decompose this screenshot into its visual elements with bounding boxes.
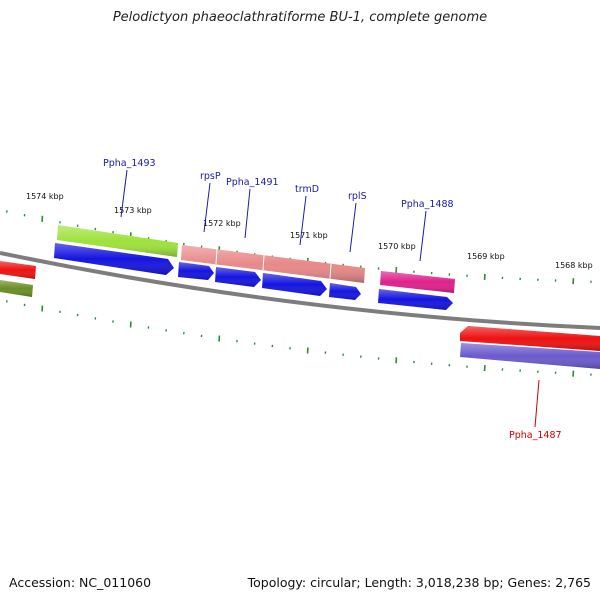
scale-label-1570: 1570 kbp [378, 242, 416, 251]
label-ppha-1491-text: Ppha_1491 [226, 177, 279, 188]
gene-red-1487[interactable] [460, 326, 600, 351]
scale-label-1572: 1572 kbp [203, 219, 241, 228]
scale-label-1573: 1573 kbp [114, 206, 152, 215]
scale-label-1574: 1574 kbp [26, 192, 64, 201]
cds-blue-1488[interactable] [378, 289, 453, 310]
label-ppha-1487-text: Ppha_1487 [509, 430, 562, 441]
cds-olive-left[interactable] [0, 280, 33, 297]
genome-summary-text: Topology: circular; Length: 3,018,238 bp… [247, 575, 591, 590]
label-ppha-1488-text: Ppha_1488 [401, 199, 454, 210]
genome-title: Pelodictyon phaeoclathratiforme BU-1, co… [112, 10, 488, 25]
cds-blue-rpsP[interactable] [178, 262, 214, 280]
cds-purple-1487[interactable] [460, 343, 600, 369]
label-ppha-1493-text: Ppha_1493 [103, 158, 156, 169]
gene-magenta-1488[interactable] [380, 271, 455, 293]
label-rpsP: rpsP [200, 171, 221, 233]
genome-backbone [0, 251, 600, 330]
gene-green-1493[interactable] [57, 225, 178, 257]
label-rpsP-text: rpsP [200, 171, 221, 182]
label-ppha-1488: Ppha_1488 [401, 199, 454, 262]
accession-text: Accession: NC_011060 [9, 575, 152, 590]
label-trmD-text: trmD [295, 184, 319, 195]
label-ppha-1493: Ppha_1493 [103, 158, 156, 218]
cds-blue-1493[interactable] [54, 243, 174, 275]
label-ppha-1491: Ppha_1491 [226, 177, 279, 239]
scale-label-1568: 1568 kbp [555, 261, 593, 270]
label-ppha-1487: Ppha_1487 [509, 379, 562, 441]
gene-red-left[interactable] [0, 261, 36, 279]
cds-blue-rplS[interactable] [329, 283, 361, 300]
cds-blue-trmD[interactable] [262, 273, 327, 296]
cds-blue-1491[interactable] [215, 267, 261, 287]
gene-pink-1492-1489[interactable] [181, 245, 365, 283]
scale-label-1569: 1569 kbp [467, 252, 505, 261]
scale-label-1571: 1571 kbp [290, 231, 328, 240]
label-rplS: rplS [348, 191, 367, 253]
scale-ticks-inner [6, 300, 592, 377]
label-trmD: trmD [295, 184, 319, 246]
label-rplS-text: rplS [348, 191, 367, 202]
